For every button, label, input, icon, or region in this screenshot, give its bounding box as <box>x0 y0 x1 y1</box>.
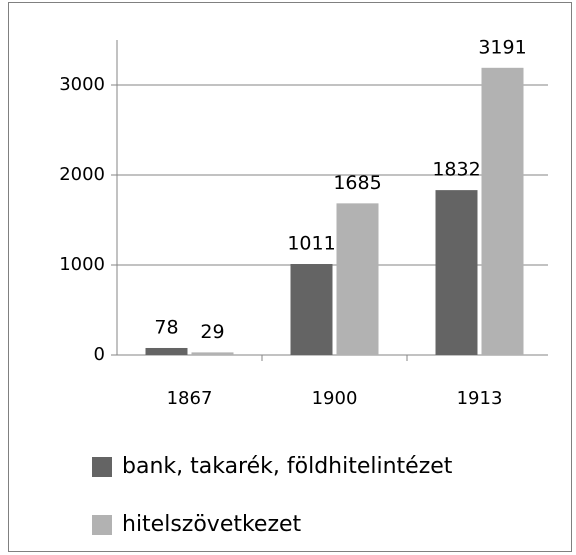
y-tick-label: 3000 <box>59 74 105 95</box>
data-label: 29 <box>200 321 224 343</box>
data-label: 1832 <box>432 159 480 181</box>
legend-label: hitelszövetkezet <box>122 512 302 537</box>
bar <box>145 347 188 355</box>
bar <box>435 190 478 355</box>
y-tick-label: 2000 <box>59 164 105 185</box>
bar <box>336 203 379 355</box>
bar <box>481 67 524 355</box>
x-tick-label: 1867 <box>167 388 213 409</box>
data-label: 1011 <box>287 233 335 255</box>
x-tick-label: 1900 <box>312 388 358 409</box>
data-label: 3191 <box>478 36 526 58</box>
legend-swatch <box>92 457 112 477</box>
data-label: 1685 <box>333 172 381 194</box>
legend-swatch <box>92 515 112 535</box>
y-tick-label: 0 <box>94 344 105 365</box>
bar <box>290 264 333 355</box>
y-tick-label: 1000 <box>59 254 105 275</box>
data-label: 78 <box>154 316 178 338</box>
bar <box>191 352 234 355</box>
x-tick-label: 1913 <box>457 388 503 409</box>
legend-label: bank, takarék, földhitelintézet <box>122 454 453 479</box>
